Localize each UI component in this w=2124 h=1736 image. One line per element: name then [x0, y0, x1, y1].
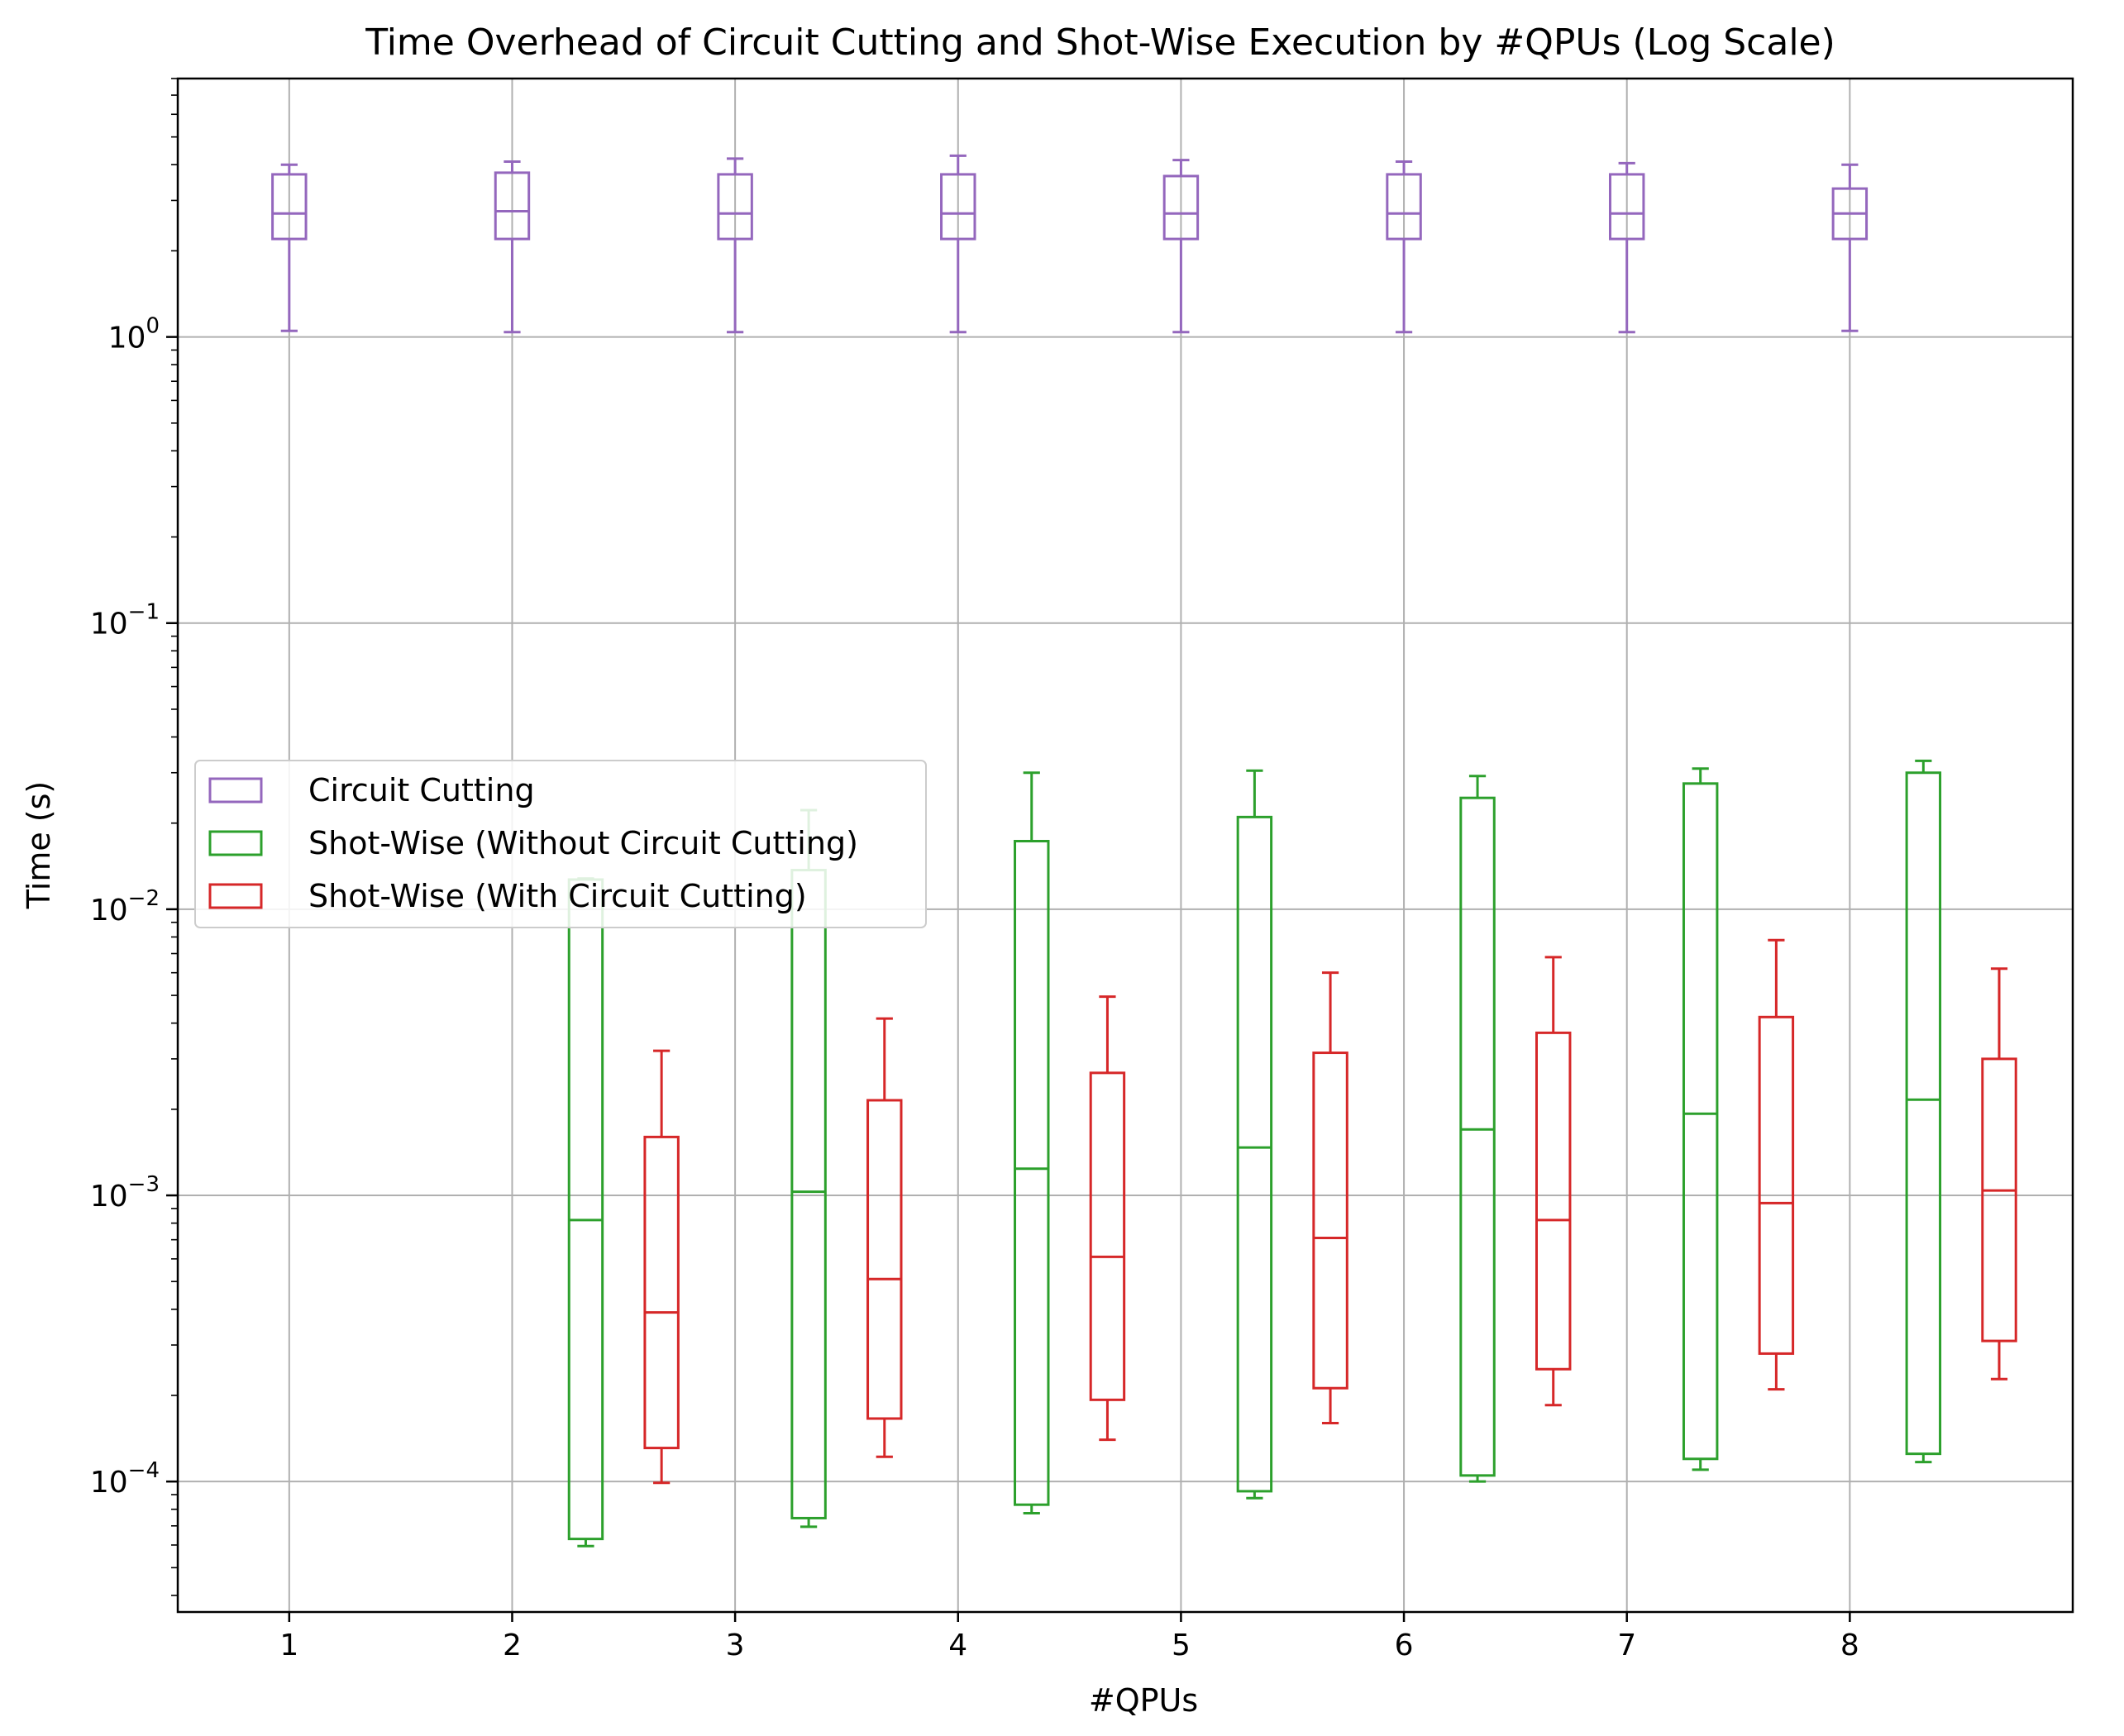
box: [1682, 782, 1719, 1461]
y-axis-label: Time (s): [21, 781, 57, 910]
box: [643, 1135, 680, 1450]
series-group: [567, 759, 1942, 1548]
box: [1459, 796, 1496, 1477]
box: [1535, 1031, 1572, 1371]
y-tick-label: 10−3: [90, 1172, 160, 1214]
box: [1905, 771, 1942, 1456]
box: [1014, 839, 1050, 1506]
y-tick-label: 10−2: [90, 886, 160, 928]
legend-entry: Shot-Wise (Without Circuit Cutting): [308, 825, 858, 861]
box: [1089, 1071, 1126, 1401]
series-group: [643, 938, 2017, 1485]
legend-frame: [194, 760, 927, 928]
box: [940, 173, 976, 241]
box: [567, 878, 604, 1541]
plot-area-frame: [176, 77, 2074, 1614]
legend-swatch: [208, 777, 263, 804]
box: [494, 171, 531, 241]
axis-ticks: 1 2 3 4 5 6 7 8 100 10−1 10−2 10−3 10−4: [90, 78, 1859, 1662]
box: [790, 869, 827, 1519]
x-tick-label: 1: [279, 1629, 298, 1662]
box-series: [271, 154, 2017, 1548]
legend-swatch: [208, 883, 263, 909]
box: [1758, 1015, 1795, 1355]
box: [866, 1099, 903, 1420]
x-tick-label: 7: [1617, 1629, 1636, 1662]
x-tick-label: 8: [1840, 1629, 1859, 1662]
box: [1236, 815, 1273, 1493]
box: [1312, 1052, 1348, 1390]
y-tick-label: 10−1: [90, 600, 160, 641]
box: [717, 173, 753, 241]
box: [1608, 173, 1645, 241]
legend-swatch: [208, 830, 263, 856]
box: [1162, 174, 1200, 241]
y-tick-label: 100: [108, 314, 160, 355]
x-tick-label: 6: [1395, 1629, 1414, 1662]
x-tick-label: 4: [948, 1629, 967, 1662]
x-axis-label: #QPUs: [1089, 1682, 1198, 1719]
x-tick-label: 2: [503, 1629, 522, 1662]
legend: Circuit Cutting Shot-Wise (Without Circui…: [194, 760, 927, 928]
y-tick-label: 10−4: [90, 1458, 160, 1500]
box: [271, 173, 308, 241]
box: [1981, 1057, 2017, 1343]
chart-title: Time Overhead of Circuit Cutting and Sho…: [365, 21, 1835, 64]
box: [1386, 173, 1422, 241]
x-tick-label: 5: [1172, 1629, 1191, 1662]
x-tick-label: 3: [726, 1629, 745, 1662]
series-group: [271, 154, 1869, 334]
legend-entry: Circuit Cutting: [308, 772, 535, 808]
legend-entry: Shot-Wise (With Circuit Cutting): [308, 878, 807, 914]
